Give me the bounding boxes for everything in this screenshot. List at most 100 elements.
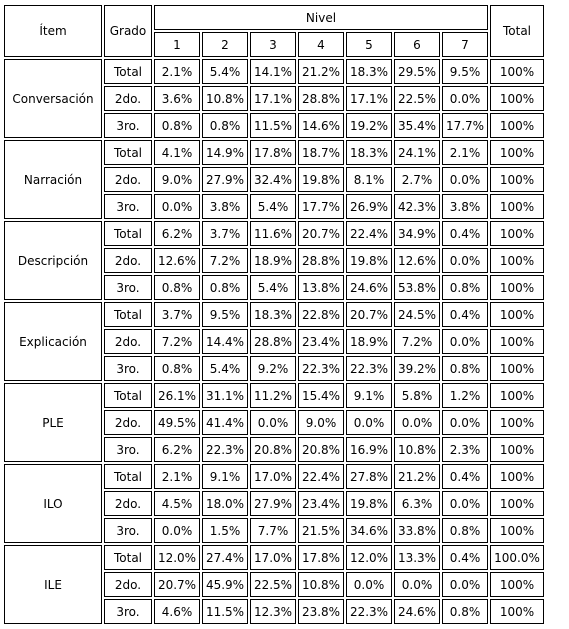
header-level-7: 7 xyxy=(442,32,488,57)
level-3-cell: 14.1% xyxy=(250,59,296,84)
level-3-cell: 28.8% xyxy=(250,329,296,354)
level-1-cell: 4.6% xyxy=(154,599,200,624)
grado-cell: 3ro. xyxy=(104,275,152,300)
table-row: 2do. 3.6% 10.8% 17.1% 28.8% 17.1% 22.5% 0.0% 100… xyxy=(4,86,544,111)
level-4-cell: 22.3% xyxy=(298,356,344,381)
item-label: PLE xyxy=(4,383,102,462)
level-4-cell: 23.4% xyxy=(298,329,344,354)
table-row: 2do. 7.2% 14.4% 28.8% 23.4% 18.9% 7.2% 0.0% 100% xyxy=(4,329,544,354)
item-label: Narración xyxy=(4,140,102,219)
total-cell: 100% xyxy=(490,329,544,354)
level-1-cell: 0.8% xyxy=(154,356,200,381)
total-cell: 100% xyxy=(490,410,544,435)
total-cell: 100% xyxy=(490,491,544,516)
level-5-cell: 18.3% xyxy=(346,140,392,165)
grado-cell: Total xyxy=(104,383,152,408)
total-cell: 100% xyxy=(490,356,544,381)
level-2-cell: 10.8% xyxy=(202,86,248,111)
table-row: 3ro. 0.0% 1.5% 7.7% 21.5% 34.6% 33.8% 0.8% 100% xyxy=(4,518,544,543)
grado-cell: 2do. xyxy=(104,572,152,597)
level-1-cell: 2.1% xyxy=(154,464,200,489)
level-7-cell: 1.2% xyxy=(442,383,488,408)
level-2-cell: 5.4% xyxy=(202,59,248,84)
level-5-cell: 34.6% xyxy=(346,518,392,543)
table-row: ILE Total 12.0% 27.4% 17.0% 17.8% 12.0% 13.3% 0.… xyxy=(4,545,544,624)
grado-cell: 2do. xyxy=(104,86,152,111)
level-1-cell: 0.0% xyxy=(154,194,200,219)
total-cell: 100.0% xyxy=(490,545,544,570)
level-3-cell: 27.9% xyxy=(250,491,296,516)
level-6-cell: 2.7% xyxy=(394,167,440,192)
level-7-cell: 0.0% xyxy=(442,491,488,516)
level-4-cell: 23.4% xyxy=(298,491,344,516)
level-5-cell: 0.0% xyxy=(346,572,392,597)
level-6-cell: 35.4% xyxy=(394,113,440,138)
total-cell: 100% xyxy=(490,518,544,543)
grado-cell: Total xyxy=(104,140,152,165)
level-5-cell: 19.2% xyxy=(346,113,392,138)
header-nivel: Nivel xyxy=(154,5,488,30)
level-7-cell: 0.0% xyxy=(442,248,488,273)
header-grado: Grado xyxy=(104,5,152,57)
table-row: 2do. 20.7% 45.9% 22.5% 10.8% 0.0% 0.0% 0.0% 100% xyxy=(4,572,544,597)
header-level-4: 4 xyxy=(298,32,344,57)
level-6-cell: 10.8% xyxy=(394,437,440,462)
level-1-cell: 12.0% xyxy=(154,545,200,570)
header-item: Ítem xyxy=(4,5,102,57)
level-7-cell: 0.8% xyxy=(442,275,488,300)
level-4-cell: 17.8% xyxy=(298,545,344,570)
header-total: Total xyxy=(490,5,544,57)
level-2-cell: 45.9% xyxy=(202,572,248,597)
level-2-cell: 9.1% xyxy=(202,464,248,489)
table-row: 2do. 49.5% 41.4% 0.0% 9.0% 0.0% 0.0% 0.0% 100% xyxy=(4,410,544,435)
level-6-cell: 24.6% xyxy=(394,599,440,624)
grado-cell: 2do. xyxy=(104,329,152,354)
level-3-cell: 17.8% xyxy=(250,140,296,165)
table-row: 3ro. 4.6% 11.5% 12.3% 23.8% 22.3% 24.6% 0.8% 100… xyxy=(4,599,544,624)
level-5-cell: 9.1% xyxy=(346,383,392,408)
level-4-cell: 22.8% xyxy=(298,302,344,327)
level-1-cell: 3.7% xyxy=(154,302,200,327)
level-2-cell: 3.7% xyxy=(202,221,248,246)
level-6-cell: 42.3% xyxy=(394,194,440,219)
grado-cell: 3ro. xyxy=(104,194,152,219)
level-4-cell: 19.8% xyxy=(298,167,344,192)
level-2-cell: 0.8% xyxy=(202,113,248,138)
level-6-cell: 33.8% xyxy=(394,518,440,543)
level-3-cell: 11.5% xyxy=(250,113,296,138)
table-row: 2do. 12.6% 7.2% 18.9% 28.8% 19.8% 12.6% 0.0% 100… xyxy=(4,248,544,273)
level-5-cell: 17.1% xyxy=(346,86,392,111)
level-2-cell: 0.8% xyxy=(202,275,248,300)
grado-cell: 3ro. xyxy=(104,356,152,381)
level-3-cell: 9.2% xyxy=(250,356,296,381)
level-3-cell: 32.4% xyxy=(250,167,296,192)
item-label: Descripción xyxy=(4,221,102,300)
level-1-cell: 7.2% xyxy=(154,329,200,354)
level-6-cell: 0.0% xyxy=(394,572,440,597)
grado-cell: Total xyxy=(104,545,152,570)
grado-cell: 2do. xyxy=(104,167,152,192)
header-level-3: 3 xyxy=(250,32,296,57)
level-1-cell: 2.1% xyxy=(154,59,200,84)
level-6-cell: 24.5% xyxy=(394,302,440,327)
level-7-cell: 0.4% xyxy=(442,221,488,246)
level-1-cell: 20.7% xyxy=(154,572,200,597)
level-7-cell: 0.4% xyxy=(442,302,488,327)
total-cell: 100% xyxy=(490,275,544,300)
level-1-cell: 4.5% xyxy=(154,491,200,516)
level-2-cell: 11.5% xyxy=(202,599,248,624)
level-3-cell: 17.0% xyxy=(250,545,296,570)
grado-cell: 3ro. xyxy=(104,518,152,543)
level-2-cell: 41.4% xyxy=(202,410,248,435)
level-3-cell: 20.8% xyxy=(250,437,296,462)
level-6-cell: 7.2% xyxy=(394,329,440,354)
level-1-cell: 6.2% xyxy=(154,221,200,246)
level-4-cell: 15.4% xyxy=(298,383,344,408)
level-7-cell: 9.5% xyxy=(442,59,488,84)
level-3-cell: 22.5% xyxy=(250,572,296,597)
total-cell: 100% xyxy=(490,194,544,219)
level-1-cell: 6.2% xyxy=(154,437,200,462)
level-5-cell: 19.8% xyxy=(346,491,392,516)
total-cell: 100% xyxy=(490,383,544,408)
grado-cell: Total xyxy=(104,302,152,327)
